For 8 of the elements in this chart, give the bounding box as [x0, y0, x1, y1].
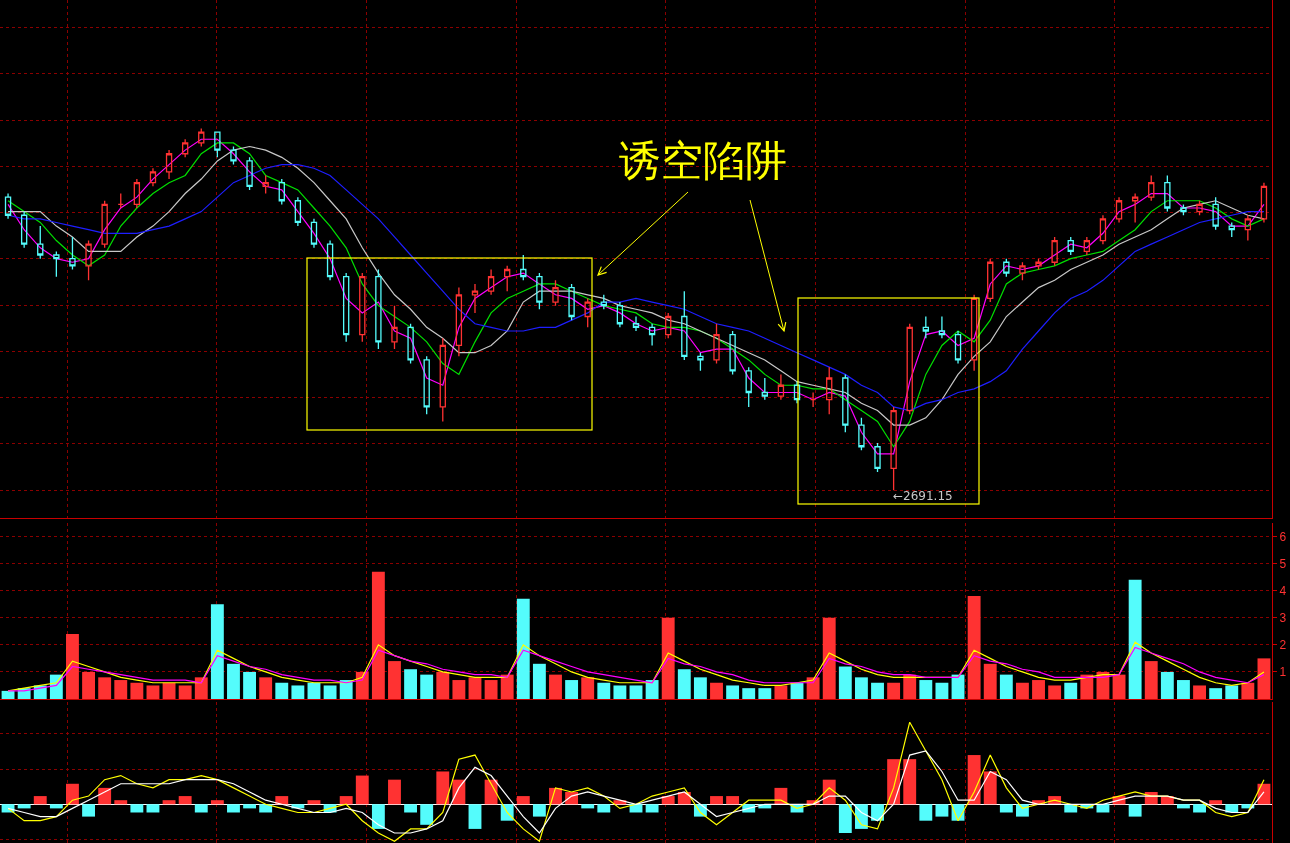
y-tick-label: 3 [1279, 610, 1287, 625]
y-tick-label: 6 [1279, 529, 1287, 544]
y-tick-label: 1 [1279, 665, 1287, 680]
y-tick-label: 2 [1279, 638, 1287, 653]
annotation: 诱空陷阱 [619, 138, 787, 184]
y-tick-label: 4 [1279, 583, 1287, 598]
annotation: ←2691.15 [893, 489, 953, 503]
y-tick-label: 5 [1279, 556, 1287, 571]
